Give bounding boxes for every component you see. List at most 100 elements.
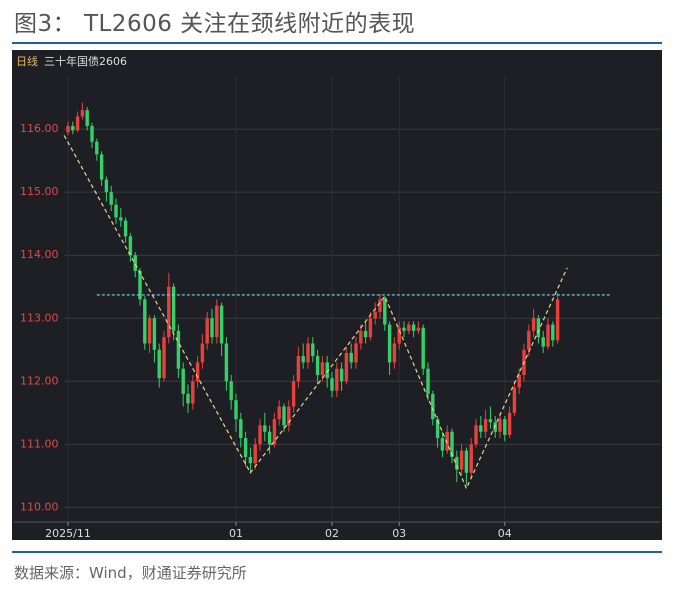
- candle-body: [464, 450, 469, 473]
- candle-body: [248, 456, 253, 464]
- candle-body: [474, 425, 478, 445]
- trendline: [63, 135, 568, 490]
- x-tick-label: 01: [229, 527, 243, 540]
- candle-body: [224, 343, 229, 382]
- candle-body: [282, 406, 286, 426]
- y-tick-label: 111.00: [20, 437, 59, 450]
- candle-body: [402, 327, 406, 331]
- candle-body: [546, 324, 550, 347]
- candle-body: [488, 419, 493, 423]
- candle-body: [210, 318, 214, 338]
- candle-body: [114, 204, 118, 218]
- candle-body: [219, 305, 224, 344]
- candle-body: [335, 368, 339, 391]
- y-tick-label: 112.00: [20, 374, 59, 387]
- candle-body: [455, 456, 459, 470]
- candle-body: [531, 318, 536, 331]
- candle-body: [167, 286, 171, 338]
- candle-body: [301, 356, 305, 363]
- candle-body: [517, 375, 521, 388]
- candle-body: [325, 362, 329, 379]
- candle-body: [191, 381, 195, 404]
- candle-body: [479, 425, 483, 432]
- candle-body: [186, 393, 190, 404]
- candle-body: [315, 356, 320, 375]
- candle-body: [330, 378, 334, 391]
- candle-body: [354, 343, 358, 363]
- candle-body: [359, 330, 363, 344]
- candle-body: [421, 327, 425, 369]
- candle-body: [483, 419, 488, 432]
- candle-body: [267, 431, 272, 445]
- candle-body: [387, 324, 392, 363]
- period-label: 日线: [16, 54, 38, 68]
- candle-body: [119, 217, 123, 221]
- candle-body: [243, 438, 248, 457]
- candle-body: [392, 343, 397, 363]
- candle-body: [344, 352, 349, 382]
- candle-body: [133, 255, 137, 271]
- candle-body: [541, 337, 545, 347]
- candle-body: [503, 419, 507, 435]
- candle-body: [195, 362, 200, 382]
- candle-body: [291, 381, 296, 407]
- y-tick-label: 114.00: [20, 248, 59, 261]
- source-note: 数据来源：Wind，财通证券研究所: [14, 564, 247, 582]
- candle-body: [162, 337, 166, 379]
- candle-body: [435, 419, 440, 439]
- candle-body: [407, 324, 411, 331]
- candle-body: [104, 179, 109, 193]
- candle-body: [75, 116, 80, 131]
- candle-body: [536, 318, 541, 338]
- candle-body: [431, 393, 435, 420]
- candle-body: [527, 330, 531, 350]
- candle-body: [373, 311, 377, 319]
- y-tick-label: 113.00: [20, 311, 59, 324]
- candle-body: [85, 110, 89, 126]
- candle-body: [157, 349, 161, 379]
- y-tick-label: 110.00: [20, 500, 59, 513]
- rule: [12, 42, 662, 44]
- candle-body: [95, 141, 99, 155]
- candle-body: [258, 425, 262, 445]
- candle-body: [90, 125, 94, 142]
- candle-body: [440, 438, 445, 451]
- candle-body: [176, 330, 181, 369]
- candle-body: [123, 220, 128, 237]
- candle-body: [445, 431, 449, 451]
- figure-title: 图3： TL2606 关注在颈线附近的表现: [14, 11, 416, 37]
- candle-body: [200, 343, 205, 363]
- candle-body: [320, 362, 325, 375]
- x-tick-label: 03: [392, 527, 406, 540]
- candle-body: [555, 299, 560, 341]
- candle-body: [450, 431, 454, 457]
- candle-body: [469, 444, 473, 473]
- candle-body: [507, 412, 512, 435]
- candle-body: [378, 299, 382, 312]
- candle-body: [253, 444, 257, 464]
- candle-body: [147, 318, 152, 344]
- candle-body: [263, 425, 267, 432]
- y-tick-label: 115.00: [20, 185, 59, 198]
- candle-body: [215, 305, 219, 338]
- candle-body: [306, 343, 310, 363]
- instrument-label: 三十年国债2606: [44, 54, 127, 68]
- candle-body: [349, 352, 353, 363]
- candle-body: [339, 368, 344, 382]
- candle-body: [311, 343, 315, 357]
- candle-body: [368, 318, 373, 338]
- candle-body: [128, 236, 133, 256]
- y-tick-label: 116.00: [20, 122, 59, 135]
- candle-body: [80, 110, 85, 117]
- candle-body: [272, 419, 277, 445]
- x-tick-label: 04: [498, 527, 512, 540]
- candle-body: [152, 318, 157, 350]
- candle-body: [205, 318, 209, 344]
- candle-body: [363, 330, 368, 338]
- candle-body: [138, 270, 142, 300]
- candle-body: [551, 324, 555, 341]
- candle-body: [498, 419, 502, 432]
- candle-body: [296, 356, 301, 382]
- candle-body: [99, 154, 104, 180]
